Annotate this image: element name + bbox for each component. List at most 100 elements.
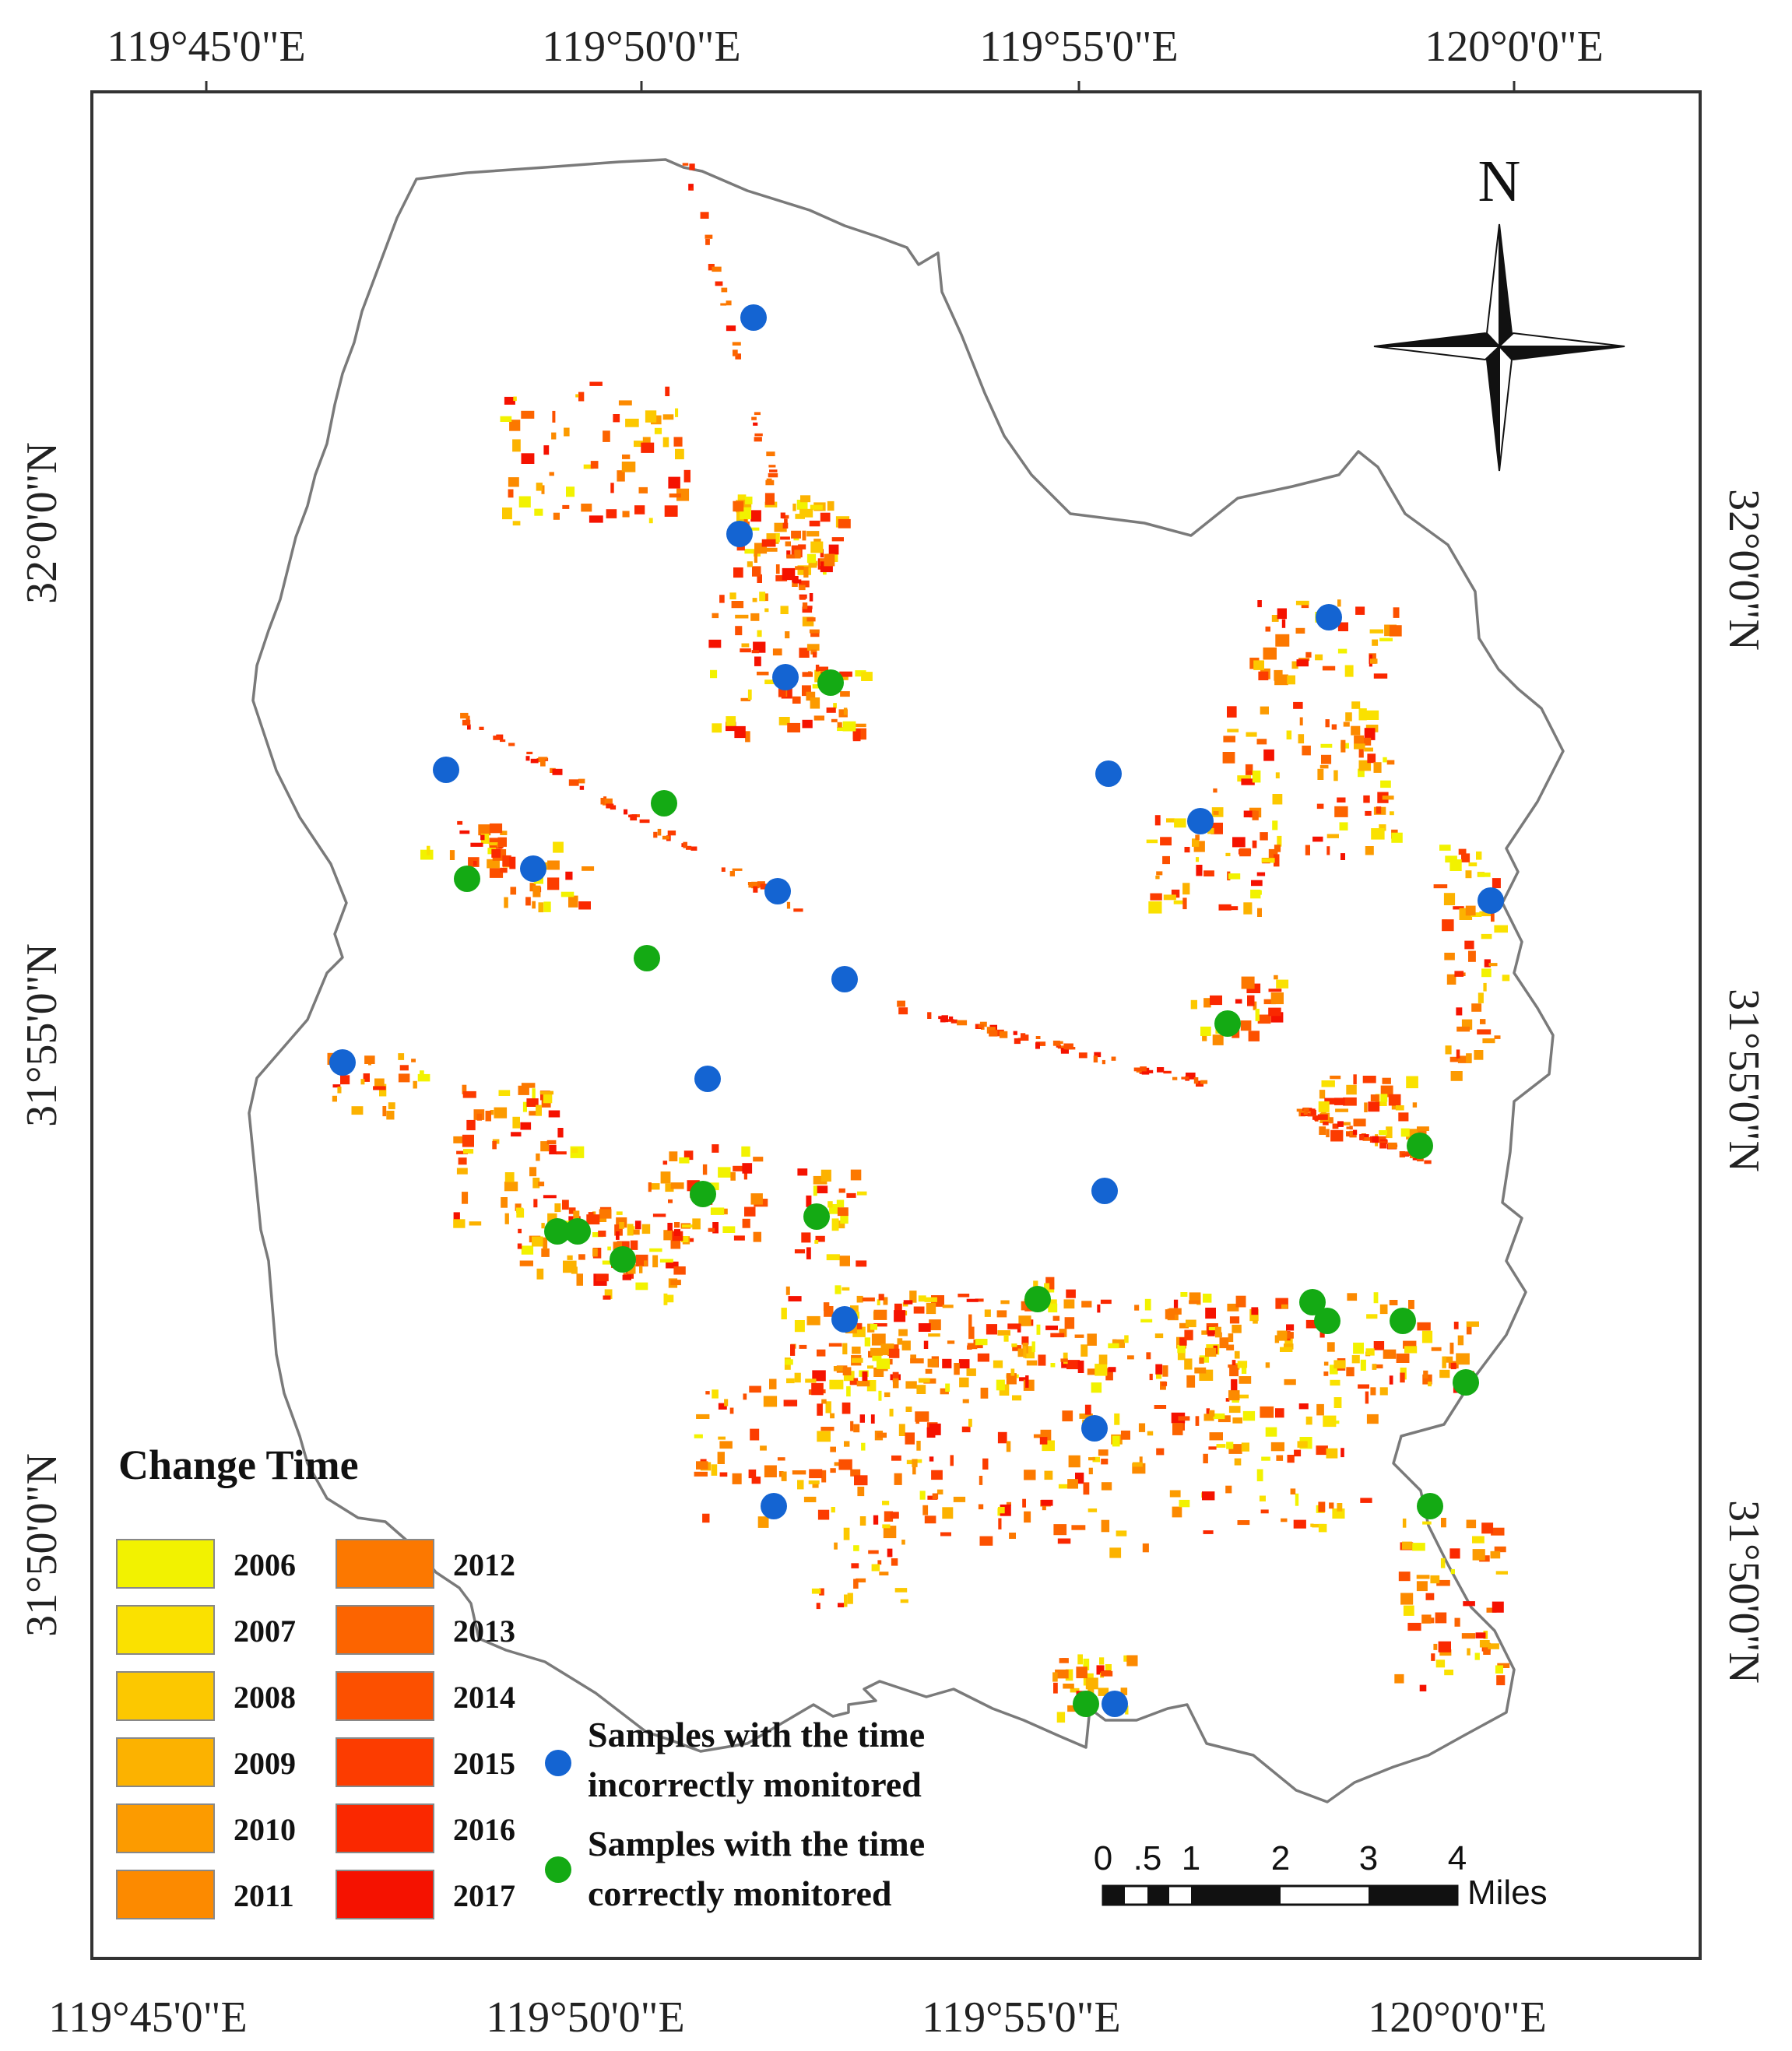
change-patch (1491, 1527, 1505, 1536)
correct-sample-label-line2: correctly monitored (588, 1874, 892, 1913)
change-patch (764, 1465, 777, 1477)
change-patch (1105, 1664, 1112, 1671)
change-patch (667, 1223, 673, 1231)
change-patch (1012, 1345, 1022, 1351)
change-patch (1294, 1449, 1302, 1457)
change-patch (1316, 1403, 1324, 1416)
change-patch (1194, 1367, 1207, 1374)
change-patch (1243, 902, 1253, 915)
change-patch (1216, 1444, 1226, 1448)
change-patch (541, 485, 545, 494)
change-patch (1337, 1121, 1344, 1127)
change-patch (1445, 855, 1457, 863)
change-patch (997, 1330, 1010, 1336)
change-patch (500, 867, 508, 873)
change-patch (745, 731, 750, 743)
change-patch (1379, 1142, 1387, 1149)
change-patch (812, 684, 820, 689)
sample-legend: Samples with the time incorrectly monito… (545, 1715, 925, 1913)
change-patch (856, 1295, 863, 1303)
change-patch (525, 897, 531, 906)
change-patch (820, 1427, 835, 1431)
change-patch (1087, 1368, 1099, 1375)
bottom-lon-label-4: 120°0'0"E (1368, 1993, 1547, 2042)
change-patch (702, 1513, 710, 1523)
change-patch (1358, 708, 1367, 721)
change-patch (1406, 1076, 1418, 1089)
change-patch (1363, 795, 1370, 803)
change-patch (586, 1214, 600, 1225)
change-patch (515, 1203, 522, 1211)
change-patch (1287, 675, 1295, 685)
change-patch (1225, 852, 1231, 856)
change-patch (1156, 871, 1163, 876)
change-patch (708, 264, 715, 271)
change-patch (1024, 1511, 1031, 1523)
change-patch (900, 1599, 908, 1603)
change-patch (1190, 999, 1197, 1010)
change-patch (826, 707, 836, 713)
change-patch (1171, 889, 1180, 898)
change-patch (712, 1222, 719, 1234)
change-patch (1268, 1007, 1281, 1017)
change-patch (817, 1509, 830, 1520)
change-patch (1213, 788, 1218, 793)
change-patch (870, 1347, 883, 1356)
change-patch (1179, 1322, 1189, 1329)
change-patch (1163, 894, 1176, 901)
change-patch (1449, 1056, 1463, 1062)
change-patch (846, 1192, 856, 1198)
change-patch (1094, 1052, 1102, 1058)
change-patch (449, 850, 455, 860)
north-arrow-n-light (1485, 223, 1500, 349)
change-patch (1154, 815, 1161, 826)
change-patch (553, 841, 564, 853)
change-patch (905, 1432, 915, 1445)
change-patch (604, 1289, 613, 1299)
change-patch (850, 1469, 861, 1477)
change-patch (1386, 1126, 1393, 1139)
change-patch (626, 1269, 634, 1279)
change-patch (1431, 1653, 1435, 1661)
change-patch (981, 1027, 985, 1030)
change-patch (918, 1295, 926, 1302)
change-patch (901, 1540, 905, 1545)
change-patch (576, 1273, 583, 1286)
change-patch (1347, 1293, 1358, 1301)
change-patch (1346, 1367, 1355, 1377)
change-patch (1180, 1292, 1188, 1297)
change-patch (1483, 982, 1487, 992)
change-patch (1178, 1416, 1190, 1421)
legend-year-2010: 2010 (234, 1812, 296, 1847)
change-patch (1466, 1326, 1472, 1335)
change-patch (753, 1231, 761, 1242)
change-patch (802, 685, 811, 697)
change-patch (590, 461, 599, 469)
change-patch (764, 593, 768, 602)
change-patch (801, 1232, 811, 1243)
change-patch (1193, 1077, 1199, 1084)
change-patch (1209, 1410, 1215, 1417)
change-patch (659, 1259, 673, 1263)
change-patch (764, 680, 778, 684)
change-patch (1290, 1488, 1296, 1494)
map-frame (90, 90, 1702, 1960)
change-patch (1370, 1094, 1379, 1101)
change-patch (1439, 1369, 1450, 1378)
legend-year-2011: 2011 (234, 1878, 294, 1913)
change-patch (839, 1256, 850, 1266)
change-patch (462, 719, 471, 725)
change-patch (1240, 1020, 1252, 1031)
change-patch (852, 1347, 861, 1354)
change-patch (565, 871, 573, 880)
change-patch (828, 544, 839, 555)
right-lat-label-1: 32°0'0"N (1720, 489, 1768, 651)
change-patch (1256, 872, 1266, 876)
change-patch (932, 1493, 939, 1500)
change-patch (690, 187, 694, 191)
change-patch (1358, 1384, 1369, 1389)
change-patch (662, 414, 674, 420)
change-patch (1441, 1518, 1446, 1528)
change-patch (1035, 1042, 1040, 1049)
change-patch (1268, 989, 1282, 992)
